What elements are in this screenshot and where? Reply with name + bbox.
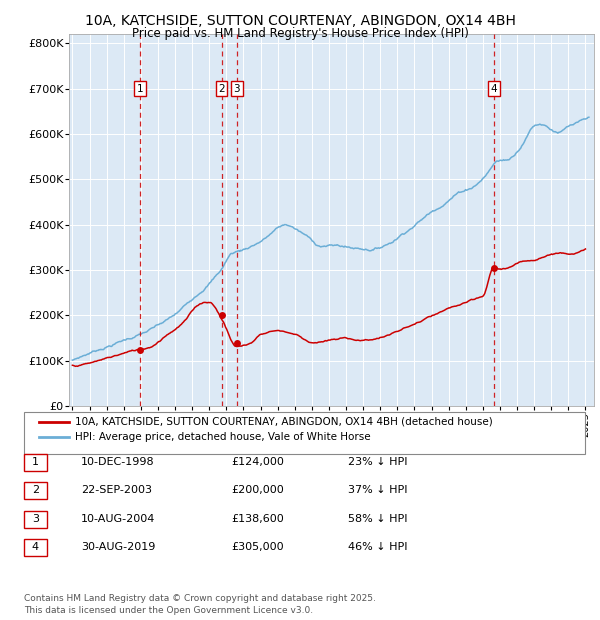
Text: 23% ↓ HPI: 23% ↓ HPI [348,457,407,467]
Text: £305,000: £305,000 [231,542,284,552]
Text: 4: 4 [32,542,39,552]
Text: 22-SEP-2003: 22-SEP-2003 [81,485,152,495]
Text: Contains HM Land Registry data © Crown copyright and database right 2025.
This d: Contains HM Land Registry data © Crown c… [24,594,376,615]
Text: 3: 3 [233,84,240,94]
Text: 46% ↓ HPI: 46% ↓ HPI [348,542,407,552]
Text: 58% ↓ HPI: 58% ↓ HPI [348,514,407,524]
Text: Price paid vs. HM Land Registry's House Price Index (HPI): Price paid vs. HM Land Registry's House … [131,27,469,40]
Text: £124,000: £124,000 [231,457,284,467]
Text: £200,000: £200,000 [231,485,284,495]
Text: £138,600: £138,600 [231,514,284,524]
Text: 3: 3 [32,514,39,524]
Text: 37% ↓ HPI: 37% ↓ HPI [348,485,407,495]
Text: 10A, KATCHSIDE, SUTTON COURTENAY, ABINGDON, OX14 4BH: 10A, KATCHSIDE, SUTTON COURTENAY, ABINGD… [85,14,515,28]
Text: 10-AUG-2004: 10-AUG-2004 [81,514,155,524]
Text: HPI: Average price, detached house, Vale of White Horse: HPI: Average price, detached house, Vale… [75,432,371,442]
Text: 2: 2 [32,485,39,495]
Text: 1: 1 [137,84,143,94]
Text: 1: 1 [32,457,39,467]
Text: 10-DEC-1998: 10-DEC-1998 [81,457,155,467]
Text: 2: 2 [218,84,225,94]
Text: 30-AUG-2019: 30-AUG-2019 [81,542,155,552]
Text: 10A, KATCHSIDE, SUTTON COURTENAY, ABINGDON, OX14 4BH (detached house): 10A, KATCHSIDE, SUTTON COURTENAY, ABINGD… [75,417,493,427]
Text: 4: 4 [491,84,497,94]
